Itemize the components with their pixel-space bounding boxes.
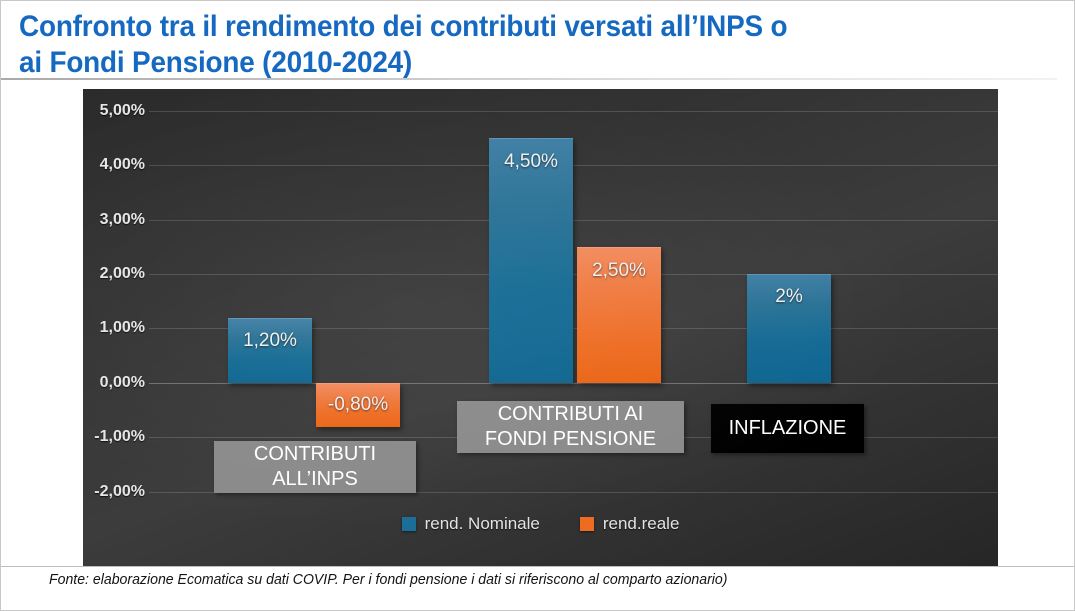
bar-inflazione[interactable]: 2% [747, 274, 831, 383]
bar-reale-inps[interactable]: -0,80% [316, 383, 400, 427]
title-divider [1, 78, 1057, 80]
footnote-divider [1, 566, 1074, 567]
y-tick-label: -2,00% [94, 483, 145, 500]
y-tick-label: 0,00% [99, 374, 145, 391]
bar-value-label: 1,20% [243, 330, 297, 351]
category-label-inflazione: INFLAZIONE [711, 404, 864, 453]
category-label-inps: CONTRIBUTI ALL’INPS [214, 441, 416, 493]
gridline-zero [149, 383, 998, 384]
y-tick-label: 1,00% [99, 319, 145, 336]
gridline-3 [149, 220, 998, 221]
legend-swatch-icon [579, 517, 594, 531]
legend-item-reale[interactable]: rend.reale [579, 514, 680, 534]
bar-value-label: 4,50% [504, 151, 558, 172]
gridline-4 [149, 165, 998, 166]
bar-nominale-fondi[interactable]: 4,50% [489, 138, 573, 383]
page-title: Confronto tra il rendimento dei contribu… [19, 10, 788, 79]
category-label-fondi-pensione: CONTRIBUTI AI FONDI PENSIONE [457, 401, 684, 453]
bar-reale-fondi[interactable]: 2,50% [577, 247, 661, 383]
gridline-2 [149, 274, 998, 275]
chart-plot-area: 5,00% 4,00% 3,00% 2,00% 1,00% 0,00% -1,0… [83, 89, 998, 566]
y-tick-label: 4,00% [99, 156, 145, 173]
y-axis: 5,00% 4,00% 3,00% 2,00% 1,00% 0,00% -1,0… [83, 89, 145, 566]
legend-swatch-icon [401, 517, 416, 531]
title-block: Confronto tra il rendimento dei contribu… [19, 9, 1059, 81]
bar-value-label: 2% [775, 286, 803, 307]
gridline-minus2 [149, 492, 998, 493]
bar-nominale-inps[interactable]: 1,20% [228, 318, 312, 383]
y-tick-label: 3,00% [99, 211, 145, 228]
legend-label: rend. Nominale [424, 514, 540, 533]
legend-label: rend.reale [602, 514, 680, 533]
gridline-1 [149, 328, 998, 329]
y-tick-label: 5,00% [99, 102, 145, 119]
source-note: Fonte: elaborazione Ecomatica su dati CO… [49, 571, 728, 588]
gridline-5 [149, 111, 998, 112]
bar-value-label: 2,50% [592, 260, 646, 281]
chart-legend: rend. Nominale rend.reale [83, 514, 998, 534]
y-tick-label: -1,00% [94, 428, 145, 445]
legend-item-nominale[interactable]: rend. Nominale [401, 514, 540, 534]
bar-value-label: -0,80% [327, 394, 389, 415]
y-tick-label: 2,00% [99, 265, 145, 282]
